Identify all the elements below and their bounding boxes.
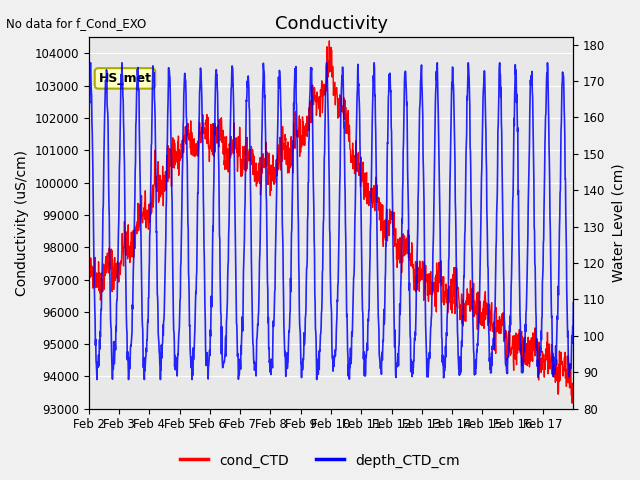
Y-axis label: Conductivity (uS/cm): Conductivity (uS/cm) (15, 150, 29, 296)
Legend: cond_CTD, depth_CTD_cm: cond_CTD, depth_CTD_cm (175, 448, 465, 473)
Y-axis label: Water Level (cm): Water Level (cm) (611, 164, 625, 282)
Title: Conductivity: Conductivity (275, 15, 388, 33)
Text: HS_met: HS_met (99, 72, 152, 85)
Text: No data for f_Cond_EXO: No data for f_Cond_EXO (6, 17, 147, 30)
